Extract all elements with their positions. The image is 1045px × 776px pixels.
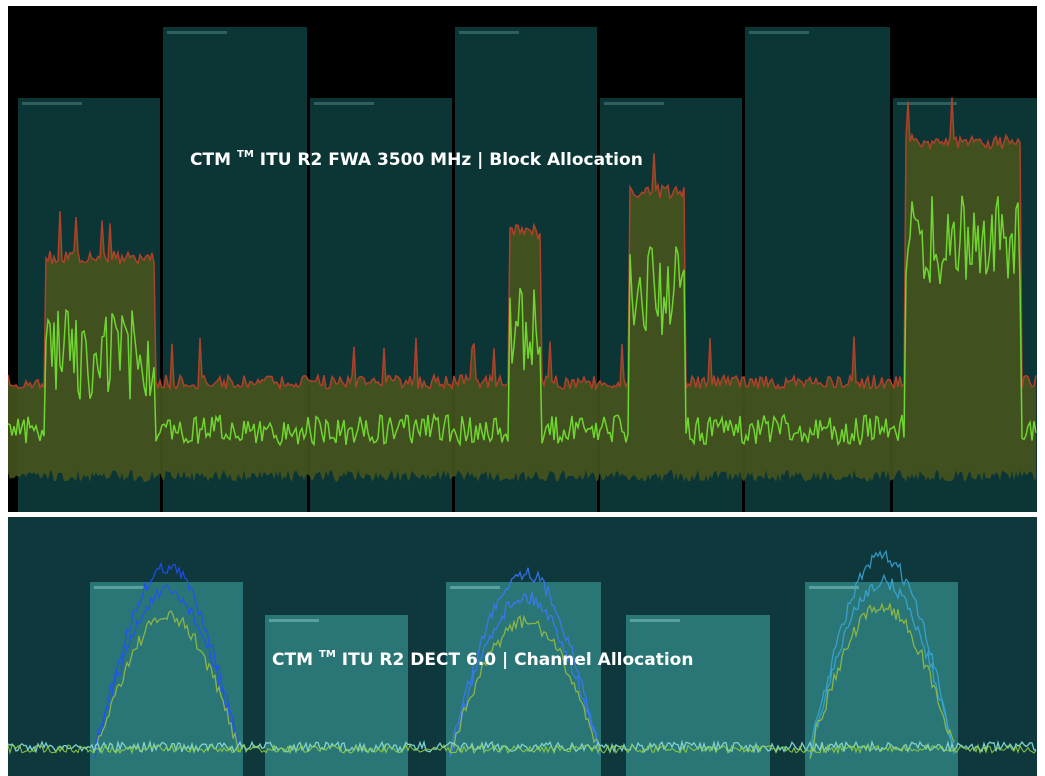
trademark: TM [237,149,254,160]
fwa-display [8,27,1037,512]
dome-trace [449,591,601,757]
noise-area [8,97,1036,483]
title-text: ITU R2 DECT 6.0 | Channel Allocation [342,650,694,670]
dome-trace [94,610,240,752]
dome-trace [94,584,240,748]
block-label [604,102,664,105]
dome-trace [449,567,601,756]
channel-label [450,586,500,589]
max-trace [8,97,1037,392]
dome-trace [809,602,955,759]
channel-label [269,619,319,622]
channel-label [94,586,144,589]
block-label [167,31,227,34]
dect-title: CTM TM ITU R2 DECT 6.0 | Channel Allocatio… [272,649,693,670]
block-label [22,102,82,105]
block-label [897,102,957,105]
baseline-trace [8,743,1037,755]
dome-trace [449,614,601,754]
block-label [459,31,519,34]
brand: CTM [190,150,231,170]
dome-trace [809,549,955,759]
channel-label [630,619,680,622]
trademark: TM [319,649,336,660]
block-label [314,102,374,105]
dect-display [8,549,1037,776]
title-text: ITU R2 FWA 3500 MHz | Block Allocation [260,150,643,170]
block-label [749,31,809,34]
brand: CTM [272,650,313,670]
dome-trace [809,573,955,755]
avg-trace [8,195,1037,448]
channel-label [809,586,859,589]
fwa-title: CTM TM ITU R2 FWA 3500 MHz | Block Allocat… [190,149,643,170]
dome-trace [94,561,240,759]
